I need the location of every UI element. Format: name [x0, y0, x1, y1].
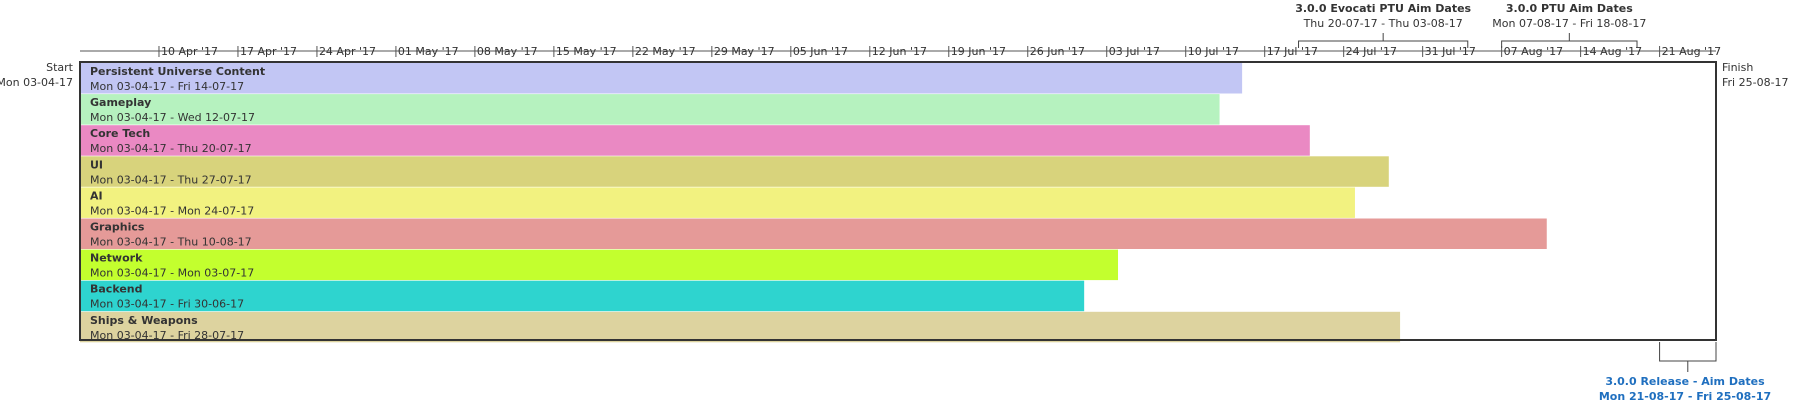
milestone-range: Mon 21-08-17 - Fri 25-08-17 [1599, 390, 1771, 403]
tick-label: 19 Jun '17 [951, 45, 1006, 58]
tick-label: 31 Jul '17 [1425, 45, 1476, 58]
tick-label: 29 May '17 [714, 45, 775, 58]
start-label: Start [46, 61, 74, 74]
task-dates: Mon 03-04-17 - Wed 12-07-17 [90, 111, 255, 124]
timeline-frame [79, 61, 1717, 341]
task-bar-group: Graphics Mon 03-04-17 - Thu 10-08-17 [80, 218, 1547, 249]
task-bar [80, 156, 1389, 187]
milestone-bracket [1659, 342, 1717, 372]
task-name: Backend [90, 283, 143, 296]
tick-label: 14 Aug '17 [1583, 45, 1643, 58]
tick-label: 07 Aug '17 [1504, 45, 1564, 58]
task-bar [80, 280, 1085, 312]
task-bar-group: UI Mon 03-04-17 - Thu 27-07-17 [80, 156, 1389, 187]
task-dates: Mon 03-04-17 - Mon 24-07-17 [90, 204, 254, 217]
tick-label: 21 Aug '17 [1662, 45, 1722, 58]
milestone-title: 3.0.0 Evocati PTU Aim Dates [1295, 2, 1471, 15]
task-name: Persistent Universe Content [90, 65, 265, 78]
task-name: AI [90, 189, 103, 202]
milestone-bracket [1298, 33, 1469, 48]
task-bar-group: Ships & Weapons Mon 03-04-17 - Fri 28-07-… [80, 311, 1401, 343]
task-bar-group: AI Mon 03-04-17 - Mon 24-07-17 [80, 187, 1355, 218]
task-bar-group: Gameplay Mon 03-04-17 - Wed 12-07-17 [80, 94, 1220, 125]
task-dates: Mon 03-04-17 - Thu 10-08-17 [90, 236, 252, 249]
task-bar [80, 125, 1310, 156]
task-name: UI [90, 158, 103, 171]
finish-date-label: Fri 25-08-17 [1722, 76, 1789, 89]
timescale: 10 Apr '17 17 Apr '17 24 Apr '17 01 May '17… [80, 45, 1721, 58]
task-dates: Mon 03-04-17 - Fri 14-07-17 [90, 80, 244, 93]
task-bars: Persistent Universe Content Mon 03-04-17 … [80, 63, 1547, 343]
finish-label: Finish [1722, 61, 1753, 74]
task-dates: Mon 03-04-17 - Fri 30-06-17 [90, 298, 244, 311]
milestone-range: Thu 20-07-17 - Thu 03-08-17 [1303, 17, 1463, 30]
tick-label: 17 Jul '17 [1267, 45, 1318, 58]
milestone-annotations: 3.0.0 Evocati PTU Aim Dates Thu 20-07-17 … [1295, 2, 1771, 403]
tick-label: 22 May '17 [635, 45, 696, 58]
task-bar-group: Network Mon 03-04-17 - Mon 03-07-17 [80, 249, 1119, 281]
tick-label: 10 Jul '17 [1188, 45, 1239, 58]
tick-label: 10 Apr '17 [161, 45, 218, 58]
tick-label: 24 Jul '17 [1346, 45, 1397, 58]
milestone-range: Mon 07-08-17 - Fri 18-08-17 [1492, 17, 1646, 30]
task-bar [80, 218, 1547, 249]
task-bar [80, 311, 1401, 343]
task-name: Ships & Weapons [90, 314, 198, 327]
task-bar [80, 187, 1355, 218]
task-name: Graphics [90, 221, 145, 234]
task-dates: Mon 03-04-17 - Thu 20-07-17 [90, 142, 252, 155]
milestone-title: 3.0.0 PTU Aim Dates [1506, 2, 1633, 15]
task-name: Network [90, 252, 143, 265]
task-bar [80, 94, 1220, 125]
task-bar-group: Core Tech Mon 03-04-17 - Thu 20-07-17 [80, 125, 1310, 156]
milestone-title: 3.0.0 Release - Aim Dates [1605, 375, 1765, 388]
milestone-annotation: 3.0.0 Evocati PTU Aim Dates Thu 20-07-17 … [1295, 2, 1472, 48]
timeline-endpoints: Start Mon 03-04-17 Finish Fri 25-08-17 [0, 61, 1789, 89]
task-bar-group: Backend Mon 03-04-17 - Fri 30-06-17 [80, 280, 1085, 312]
start-date-label: Mon 03-04-17 [0, 76, 73, 89]
milestone-bracket [1501, 33, 1638, 48]
task-dates: Mon 03-04-17 - Mon 03-07-17 [90, 267, 254, 280]
tick-label: 03 Jul '17 [1109, 45, 1160, 58]
milestone-annotation: 3.0.0 Release - Aim Dates Mon 21-08-17 - … [1599, 342, 1771, 403]
tick-label: 26 Jun '17 [1030, 45, 1085, 58]
tick-label: 24 Apr '17 [319, 45, 376, 58]
task-name: Core Tech [90, 127, 150, 140]
tick-label: 17 Apr '17 [240, 45, 297, 58]
tick-label: 08 May '17 [477, 45, 538, 58]
task-dates: Mon 03-04-17 - Fri 28-07-17 [90, 329, 244, 342]
task-bar [80, 249, 1119, 281]
task-dates: Mon 03-04-17 - Thu 27-07-17 [90, 173, 252, 186]
tick-label: 01 May '17 [398, 45, 459, 58]
tick-label: 15 May '17 [556, 45, 617, 58]
task-bar [80, 63, 1243, 94]
tick-label: 12 Jun '17 [872, 45, 927, 58]
milestone-annotation: 3.0.0 PTU Aim Dates Mon 07-08-17 - Fri 18… [1492, 2, 1646, 48]
task-bar-group: Persistent Universe Content Mon 03-04-17 … [80, 63, 1243, 94]
task-name: Gameplay [90, 96, 151, 109]
tick-label: 05 Jun '17 [793, 45, 848, 58]
